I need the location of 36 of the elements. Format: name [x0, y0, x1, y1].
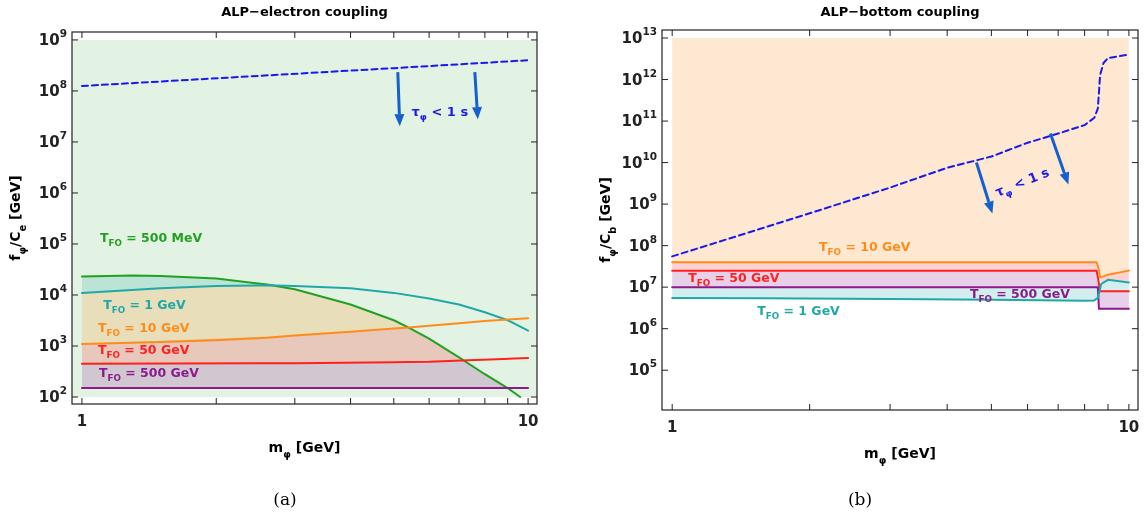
y-tick-label: 10$^{8}$ [38, 77, 67, 100]
chart-title: ALP−bottom coupling [820, 4, 980, 19]
y-tick-label: 10$^{4}$ [38, 282, 67, 304]
y-tick-label: 10$^{5}$ [628, 357, 657, 379]
x-tick-label: 10 [517, 412, 539, 430]
text: (b) [847, 489, 873, 509]
series-label: T$_{FO}$ = 50 GeV [688, 269, 780, 288]
series-label: T$_{FO}$ = 10 GeV [819, 238, 911, 257]
y-tick-label: 10$^{6}$ [38, 179, 67, 202]
text: T$_{FO}$ = 500 MeV [99, 229, 203, 248]
annotation: τ$_{φ}$ < 1 s [411, 103, 469, 122]
x-tick-label: 10 [1118, 418, 1140, 436]
x-axis-title: m$_{φ}$ [GeV] [864, 445, 936, 466]
x-tick-label: 1 [76, 412, 88, 430]
y-tick-label: 10$^{9}$ [38, 26, 67, 49]
y-tick-label: 10$^{3}$ [38, 333, 67, 355]
x-axis-title: m$_{φ}$ [GeV] [268, 439, 341, 460]
y-tick-label: 10$^{7}$ [628, 274, 657, 296]
y-tick-label: 10$^{6}$ [628, 315, 657, 338]
series-label: T$_{FO}$ = 500 GeV [98, 365, 200, 383]
y-tick-label: 10$^{10}$ [621, 149, 657, 172]
series-label: T$_{FO}$ = 50 GeV [98, 341, 190, 360]
y-tick-label: 10$^{9}$ [628, 191, 657, 213]
y-tick-label: 10$^{13}$ [621, 25, 657, 47]
text: (a) [273, 489, 297, 509]
x-tick-label: 1 [666, 418, 678, 436]
y-tick-label: 10$^{12}$ [621, 66, 657, 89]
y-tick-label: 10$^{2}$ [38, 384, 67, 406]
series-label: T$_{FO}$ = 1 GeV [757, 302, 841, 321]
y-tick-label: 10$^{7}$ [38, 128, 67, 151]
y-tick-label: 10$^{5}$ [38, 230, 67, 253]
chart-title: ALP−electron coupling [221, 4, 388, 19]
series-label: T$_{FO}$ = 1 GeV [103, 296, 187, 315]
y-tick-label: 10$^{8}$ [628, 232, 657, 255]
series-label: T$_{FO}$ = 10 GeV [98, 319, 190, 338]
y-tick-label: 10$^{11}$ [621, 108, 657, 130]
